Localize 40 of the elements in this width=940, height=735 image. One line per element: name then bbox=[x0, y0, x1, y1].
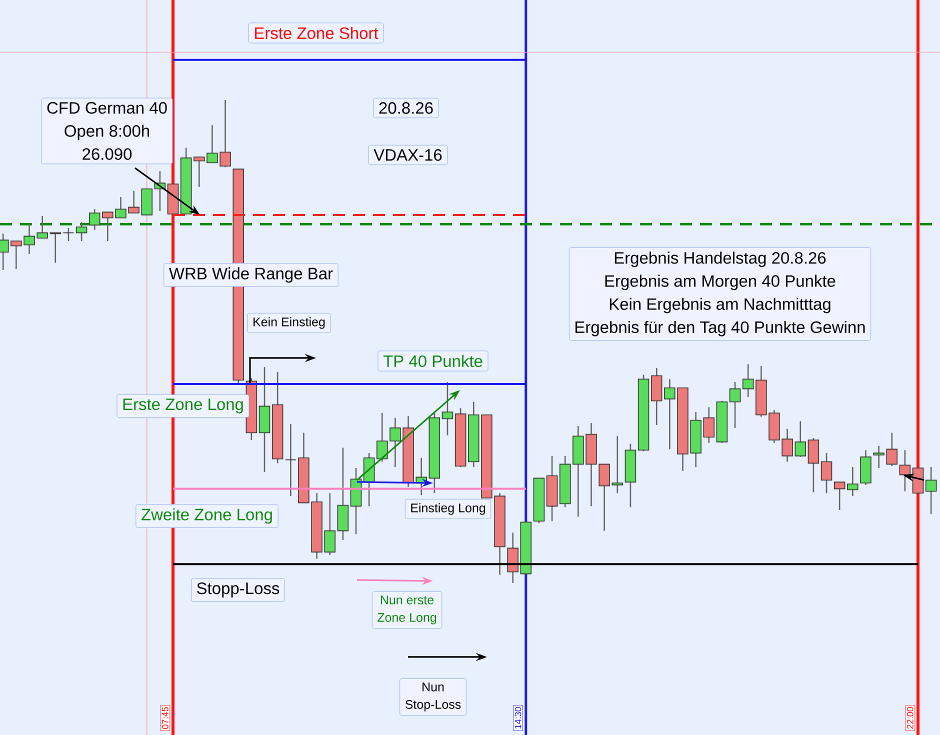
candlestick bbox=[612, 436, 624, 494]
annotation: Kein Einstieg bbox=[254, 317, 325, 329]
annotation: CFD German 40 bbox=[47, 102, 167, 114]
annotation: Ergebnis Handelstag 20.8.26 bbox=[614, 252, 826, 268]
candlestick bbox=[847, 466, 858, 497]
annotation: Einstieg Long bbox=[411, 503, 486, 515]
candlestick bbox=[285, 423, 296, 497]
annotation: 26.090 bbox=[82, 148, 132, 160]
candlestick bbox=[925, 466, 937, 515]
candlestick bbox=[62, 227, 74, 242]
text: Nun erste bbox=[380, 596, 434, 604]
candlestick bbox=[88, 208, 100, 231]
candlestick bbox=[899, 450, 911, 492]
candlestick bbox=[742, 364, 754, 398]
annotation: Ergebnis für den Tag 40 Punkte Gewinn bbox=[576, 320, 865, 336]
annotation: TP 40 Punkte bbox=[383, 354, 482, 368]
text: 14:30 bbox=[514, 707, 522, 729]
candlestick bbox=[703, 406, 715, 444]
text: 22:00 bbox=[906, 707, 914, 729]
candlestick bbox=[834, 481, 846, 511]
annotation: Kein Ergebnis am Nachmitttag bbox=[610, 298, 830, 314]
candlestick bbox=[507, 532, 518, 584]
annotation: Stopp-Loss bbox=[197, 582, 280, 598]
candlestick bbox=[729, 381, 741, 429]
candlestick bbox=[820, 452, 832, 494]
candlestick bbox=[76, 222, 88, 242]
annotation: Zweite Zone Long bbox=[141, 508, 272, 524]
annotation: Erste Zone Long bbox=[123, 398, 243, 414]
ref-line-label: Erste Zone Short bbox=[254, 26, 378, 40]
annotation: VDAX-16 bbox=[374, 149, 442, 161]
candlestick bbox=[794, 420, 806, 458]
annotation: Ergebnis am Morgen 40 Punkte bbox=[605, 274, 836, 290]
annotation: 20.8.26 bbox=[379, 102, 433, 114]
text: Zone Long bbox=[378, 613, 436, 624]
annotation: WRB Wide Range Bar bbox=[169, 267, 333, 283]
annotation: Open 8:00h bbox=[64, 124, 150, 140]
text: Stop-Loss bbox=[405, 700, 461, 712]
candlestick bbox=[808, 437, 820, 493]
text: 07:45 bbox=[162, 707, 168, 729]
text: Nun bbox=[422, 682, 444, 692]
